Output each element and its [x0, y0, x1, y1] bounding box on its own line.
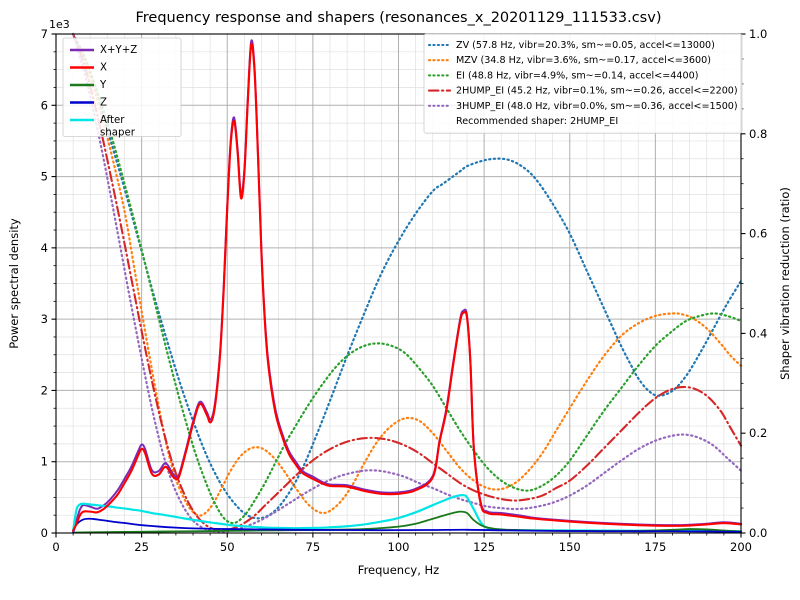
- legend-label-z: Z: [100, 98, 107, 109]
- y2-tick-label: 0.6: [749, 227, 767, 241]
- legend-label-after_shaper: shaper: [100, 128, 136, 139]
- legend-shapers-box: [423, 33, 743, 134]
- legend-label-xyz: X+Y+Z: [100, 45, 137, 56]
- y-tick-label: 1: [41, 455, 48, 469]
- x-tick-label: 125: [473, 540, 495, 554]
- y2-tick-label: 0.8: [749, 127, 767, 141]
- y2-tick-label: 0.0: [749, 526, 767, 540]
- y2-tick-label: 1.0: [749, 27, 767, 41]
- series-ei: [72, 32, 743, 525]
- y-tick-label: 4: [41, 241, 48, 255]
- series-z: [72, 517, 742, 534]
- y-tick-label: 2: [41, 383, 48, 397]
- x-tick-label: 200: [730, 540, 752, 554]
- series-x: [72, 42, 743, 532]
- series-2hump_ei: [72, 32, 743, 532]
- legend-label-after_shaper: After: [100, 115, 125, 126]
- axes-layer: [51, 33, 746, 538]
- legend-psd-box: [62, 37, 182, 137]
- x-tick-label: 0: [52, 540, 59, 554]
- y-tick-label: 0: [41, 526, 48, 540]
- y-tick-label: 5: [41, 170, 48, 184]
- x-tick-label: 100: [388, 540, 410, 554]
- legend-label-mzv: MZV (34.8 Hz, vibr=3.6%, sm~=0.17, accel…: [456, 55, 711, 66]
- legend-label-x: X: [100, 63, 107, 74]
- legend-label-zv: ZV (57.8 Hz, vibr=20.3%, sm~=0.05, accel…: [456, 40, 715, 51]
- legend-label-y: Y: [99, 80, 107, 91]
- series-zv: [72, 32, 743, 520]
- y-axis-exponent: 1e3: [49, 18, 70, 31]
- legend-shapers[interactable]: ZV (57.8 Hz, vibr=20.3%, sm~=0.05, accel…: [423, 33, 743, 134]
- y-axis-label: Power spectral density: [7, 218, 21, 349]
- x-tick-label: 175: [644, 540, 666, 554]
- x-axis-label: Frequency, Hz: [358, 563, 439, 577]
- legend-psd[interactable]: X+Y+Z XYZ After shaper: [62, 37, 182, 139]
- y2-tick-label: 0.4: [749, 326, 767, 340]
- labels-layer: 0 25 50 75 100 125 150 175 200 0 1 2 3 4 5 6 7 0.0 0.2 0.4 0…: [7, 10, 792, 577]
- series-3hump_ei: [72, 32, 743, 533]
- series-layer: [72, 32, 743, 534]
- legend-label-ei: EI (48.8 Hz, vibr=4.9%, sm~=0.14, accel<…: [456, 70, 698, 81]
- x-tick-label: 25: [134, 540, 149, 554]
- y2-tick-label: 0.2: [749, 426, 767, 440]
- x-tick-label: 75: [306, 540, 321, 554]
- legend-label-3hump_ei: 3HUMP_EI (48.0 Hz, vibr=0.0%, sm~=0.36, …: [456, 101, 738, 112]
- x-tick-label: 150: [559, 540, 581, 554]
- legend-label-2hump_ei: 2HUMP_EI (45.2 Hz, vibr=0.1%, sm~=0.26, …: [456, 86, 738, 97]
- x-tick-label: 50: [220, 540, 235, 554]
- y-tick-label: 6: [41, 98, 48, 112]
- recommended-shaper-label: Recommended shaper: 2HUMP_EI: [456, 116, 618, 127]
- y-tick-label: 3: [41, 312, 48, 326]
- chart-title: Frequency response and shapers (resonanc…: [136, 10, 662, 26]
- y-tick-label: 7: [41, 27, 48, 41]
- y2-axis-label: Shaper vibration reduction (ratio): [778, 187, 792, 380]
